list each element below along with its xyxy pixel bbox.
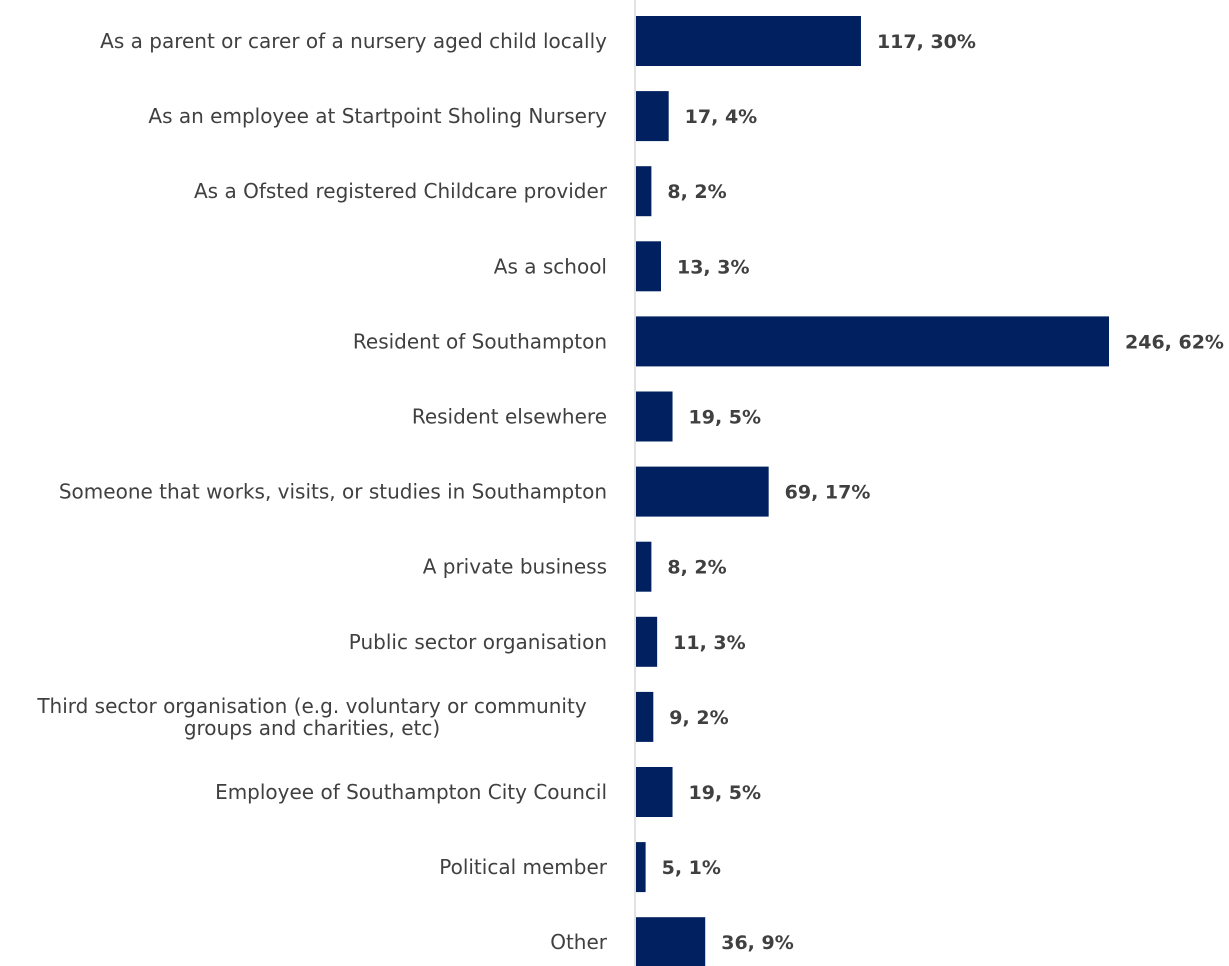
bar-1 [636, 91, 669, 141]
data-label-8: 11, 3% [673, 632, 746, 654]
bar-7 [636, 542, 651, 592]
category-label-2: As a Ofsted registered Childcare provide… [194, 179, 608, 203]
bar-11 [636, 842, 646, 892]
data-label-11: 5, 1% [662, 857, 721, 879]
category-label-10: Employee of Southampton City Council [215, 780, 607, 804]
data-label-9: 9, 2% [669, 707, 728, 729]
data-label-10: 19, 5% [689, 782, 762, 804]
data-label-3: 13, 3% [677, 256, 750, 278]
category-label-7: A private business [423, 555, 607, 579]
data-label-7: 8, 2% [667, 557, 726, 579]
category-label-12: Other [550, 930, 608, 954]
category-label-1: As an employee at Startpoint Sholing Nur… [148, 104, 607, 128]
category-label-0: As a parent or carer of a nursery aged c… [100, 29, 607, 53]
data-label-5: 19, 5% [689, 407, 762, 429]
bar-6 [636, 467, 769, 517]
category-label-11: Political member [439, 855, 608, 879]
bar-12 [636, 917, 705, 966]
data-label-0: 117, 30% [877, 31, 976, 53]
bar-8 [636, 617, 657, 667]
data-label-12: 36, 9% [721, 932, 794, 954]
data-label-6: 69, 17% [785, 482, 871, 504]
category-label-4: Resident of Southampton [353, 329, 607, 353]
category-label-3: As a school [494, 254, 607, 278]
bar-10 [636, 767, 673, 817]
category-label-9: Third sector organisation (e.g. voluntar… [36, 694, 587, 740]
bar-9 [636, 692, 653, 742]
data-label-1: 17, 4% [685, 106, 758, 128]
category-labels-group: As a parent or carer of a nursery aged c… [36, 29, 607, 954]
bars-group [636, 16, 1109, 966]
data-label-4: 246, 62% [1125, 331, 1224, 353]
category-label-5: Resident elsewhere [412, 405, 607, 429]
bar-4 [636, 316, 1109, 366]
category-label-6: Someone that works, visits, or studies i… [59, 480, 607, 504]
bar-5 [636, 392, 673, 442]
bar-0 [636, 16, 861, 66]
category-label-8: Public sector organisation [349, 630, 607, 654]
bar-3 [636, 241, 661, 291]
bar-2 [636, 166, 651, 216]
data-label-2: 8, 2% [667, 181, 726, 203]
